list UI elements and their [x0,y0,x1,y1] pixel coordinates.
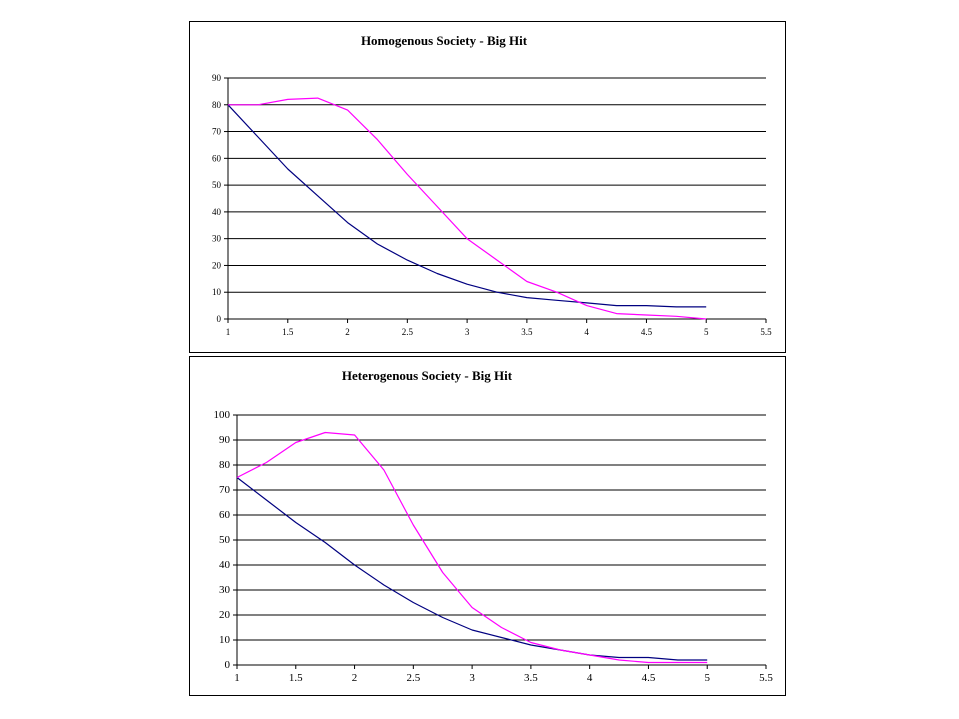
y-tick-label: 90 [219,434,231,446]
x-tick-label: 1 [226,327,231,337]
x-tick-label: 3 [469,672,475,684]
x-tick-label: 2.5 [402,327,414,337]
y-tick-label: 20 [219,609,231,621]
y-tick-label: 40 [212,207,222,217]
y-tick-label: 50 [212,180,222,190]
y-tick-label: 20 [212,260,222,270]
x-tick-label: 2.5 [406,672,420,684]
y-tick-label: 30 [219,584,231,596]
y-tick-label: 90 [212,73,222,83]
x-tick-label: 4 [587,672,593,684]
y-tick-label: 60 [219,509,231,521]
x-tick-label: 1.5 [289,672,303,684]
y-tick-label: 10 [219,634,231,646]
chart-title: Heterogenous Society - Big Hit [342,368,513,383]
y-tick-label: 50 [219,534,231,546]
x-tick-label: 5.5 [760,327,772,337]
x-tick-label: 2 [345,327,350,337]
x-tick-label: 3.5 [521,327,533,337]
chart-title: Homogenous Society - Big Hit [361,33,528,48]
x-tick-label: 3.5 [524,672,538,684]
x-tick-label: 5 [704,672,710,684]
y-tick-label: 10 [212,287,222,297]
y-tick-label: 80 [219,459,231,471]
y-tick-label: 100 [214,409,231,421]
y-tick-label: 60 [212,153,222,163]
y-tick-label: 30 [212,234,222,244]
chart-bottom: Heterogenous Society - Big Hit 0 10 20 30 40… [189,356,786,696]
chart-bottom-svg: Heterogenous Society - Big Hit 0 10 20 30 40… [214,368,774,684]
chart-top-svg: Homogenous Society - Big Hit 0 10 20 30 40 50… [212,33,772,337]
y-tick-label: 0 [217,314,222,324]
x-tick-label: 1 [234,672,240,684]
x-tick-label: 4.5 [641,327,653,337]
x-tick-label: 1.5 [282,327,294,337]
series-line-1 [227,104,707,308]
y-tick-label: 0 [225,659,231,671]
y-tick-label: 40 [219,559,231,571]
series-line-1 [236,477,708,661]
x-tick-label: 5 [704,327,709,337]
series-line-2 [236,431,708,664]
y-tick-label: 80 [212,100,222,110]
series-line-2 [228,97,707,320]
x-tick-label: 4 [584,327,589,337]
x-tick-label: 5.5 [759,672,773,684]
y-tick-label: 70 [212,127,222,137]
x-tick-label: 3 [465,327,470,337]
x-tick-label: 2 [352,672,358,684]
x-tick-label: 4.5 [642,672,656,684]
y-tick-label: 70 [219,484,231,496]
chart-top: Homogenous Society - Big Hit 0 10 20 30 40 50… [189,21,786,353]
